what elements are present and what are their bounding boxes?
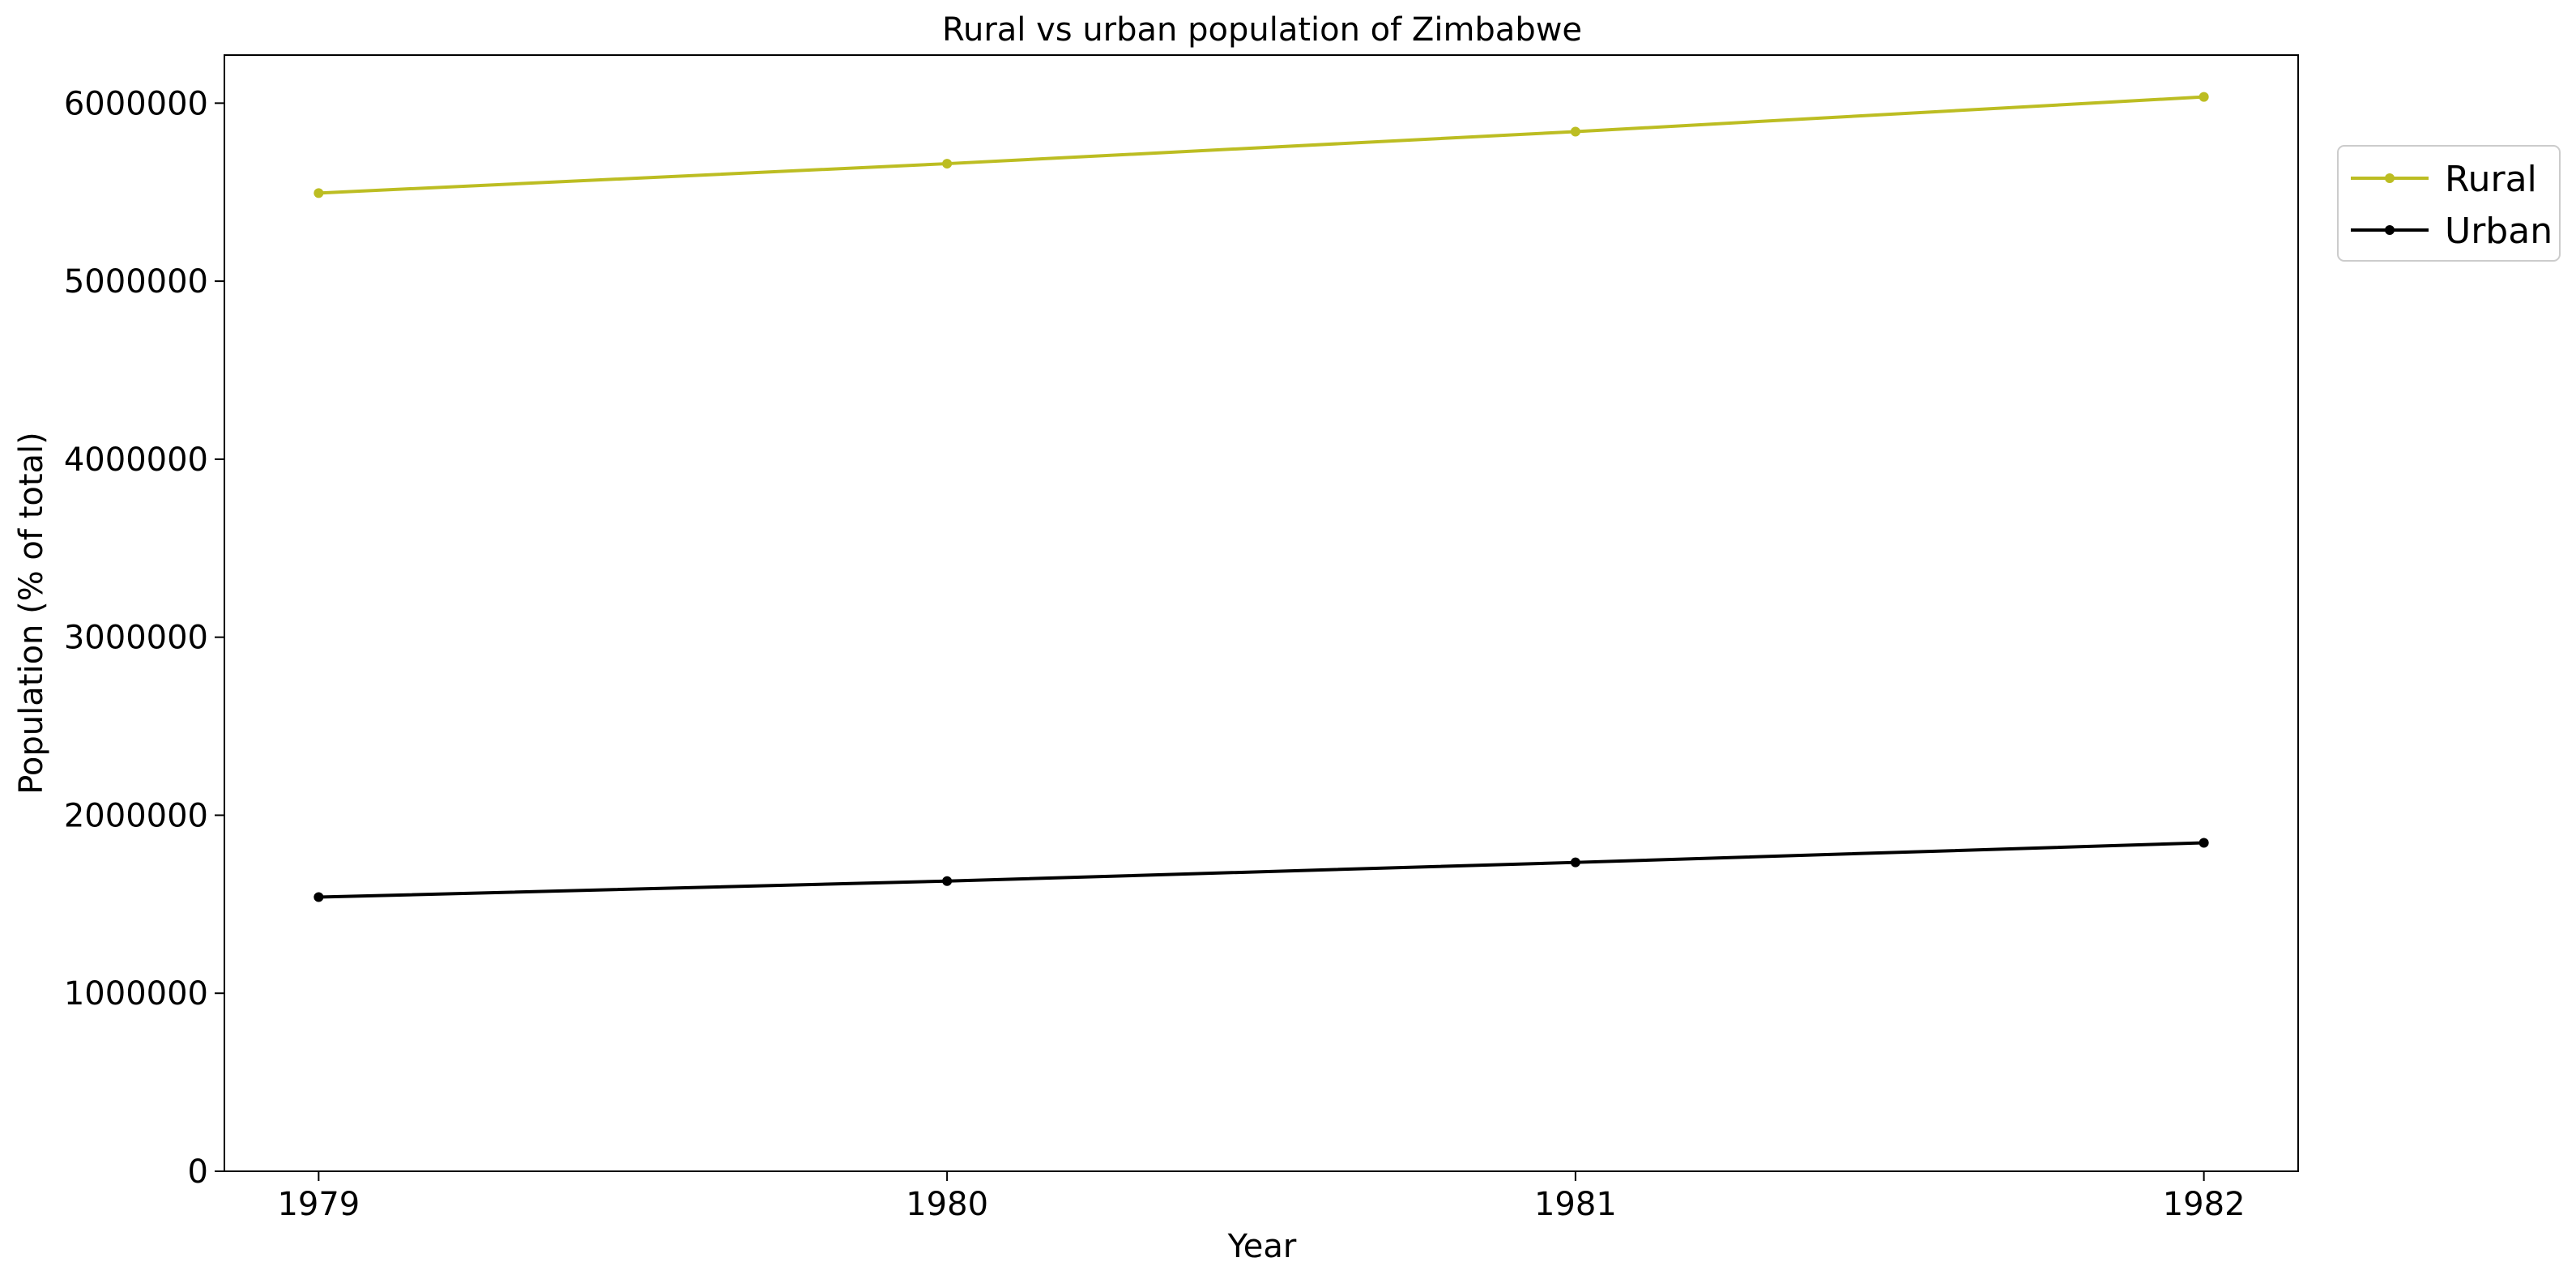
x-tick-label: 1979 (277, 1186, 360, 1223)
data-point-urban (2199, 838, 2209, 848)
data-point-urban (1570, 857, 1580, 868)
y-tick-label: 5000000 (64, 263, 208, 301)
y-tick-label: 3000000 (64, 620, 208, 657)
series-line-rural (318, 95, 2204, 195)
data-point-rural (313, 188, 324, 198)
y-tick-label: 0 (188, 1153, 208, 1191)
y-tick-label: 2000000 (64, 797, 208, 834)
legend-items: Rural Urban (2351, 159, 2553, 252)
data-point-urban (313, 892, 324, 902)
legend-label-urban: Urban (2445, 211, 2553, 252)
data-point-rural (942, 159, 953, 169)
plot-area (224, 54, 2299, 1172)
series-line-urban (318, 841, 2204, 899)
legend-label-rural: Rural (2445, 159, 2537, 200)
legend-marker-urban (2385, 225, 2395, 235)
legend: Rural Urban (2337, 145, 2561, 262)
y-tick-label: 4000000 (64, 441, 208, 479)
x-tick-label: 1981 (1534, 1186, 1617, 1223)
y-tick-label: 6000000 (64, 85, 208, 122)
x-tick-label: 1980 (906, 1186, 988, 1223)
data-point-rural (1570, 126, 1580, 137)
x-axis: 1979 1980 1981 1982 (277, 1171, 2245, 1223)
series-layer (313, 92, 2209, 902)
data-point-urban (942, 876, 953, 886)
x-tick-label: 1982 (2163, 1186, 2245, 1223)
data-point-rural (2199, 92, 2209, 102)
y-axis: 0 1000000 2000000 3000000 4000000 5000000 6000… (64, 85, 224, 1191)
chart-title: Rural vs urban population of Zimbabwe (942, 11, 1582, 49)
legend-marker-rural (2385, 173, 2395, 183)
x-axis-label: Year (1227, 1228, 1297, 1265)
y-tick-label: 1000000 (64, 975, 208, 1013)
y-axis-label: Population (% of total) (13, 432, 50, 795)
